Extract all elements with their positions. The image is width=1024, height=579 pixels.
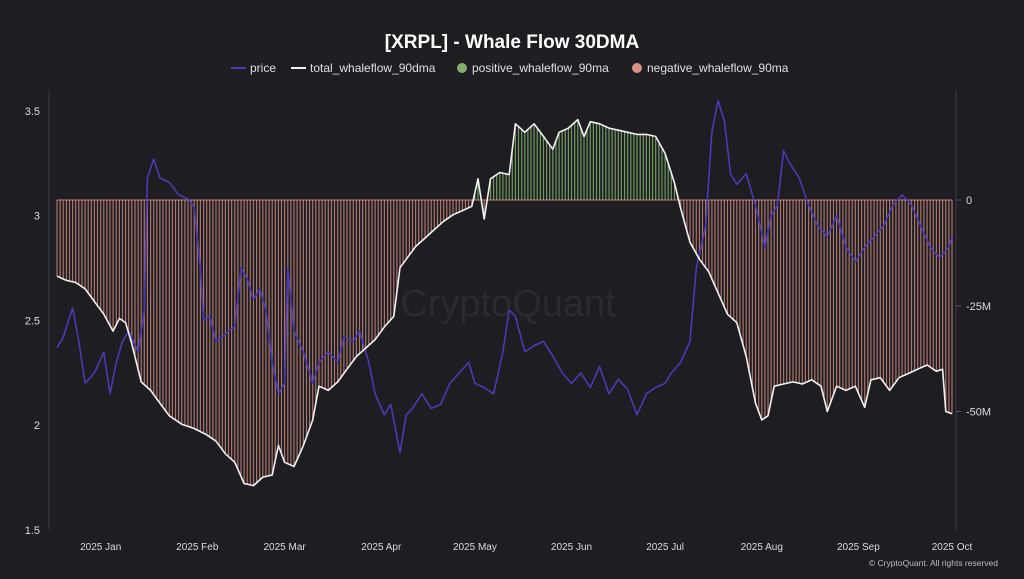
left-y-axis: 3.5 3 2.5 2 1.5 xyxy=(25,106,40,537)
x-tick-label: 2025 Jan xyxy=(80,542,121,553)
whaleflow-bars xyxy=(56,119,953,486)
legend-negative-swatch xyxy=(632,63,642,73)
x-tick-label: 2025 Aug xyxy=(741,542,783,553)
legend-price-label[interactable]: price xyxy=(250,61,276,75)
left-tick-label: 2.5 xyxy=(25,316,40,328)
left-tick-label: 3.5 xyxy=(25,106,40,118)
legend: price total_whaleflow_90dma positive_wha… xyxy=(231,61,789,75)
right-tick-label: 0 xyxy=(966,195,972,207)
left-tick-label: 3 xyxy=(34,211,40,223)
series-lines xyxy=(56,99,953,487)
x-axis: 2025 Jan 2025 Feb 2025 Mar 2025 Apr 2025 May… xyxy=(80,542,972,553)
x-tick-label: 2025 May xyxy=(453,542,497,553)
legend-positive-label[interactable]: positive_whaleflow_90ma xyxy=(472,61,609,75)
legend-negative-label[interactable]: negative_whaleflow_90ma xyxy=(647,61,789,75)
left-tick-label: 1.5 xyxy=(25,525,40,537)
price-line xyxy=(56,99,953,454)
left-tick-label: 2 xyxy=(34,420,40,432)
chart-title: [XRPL] - Whale Flow 30DMA xyxy=(385,32,640,53)
x-tick-label: 2025 Sep xyxy=(837,542,880,553)
x-tick-label: 2025 Mar xyxy=(263,542,306,553)
right-y-axis: 0 -25M -50M xyxy=(956,195,991,419)
x-tick-label: 2025 Jun xyxy=(551,542,592,553)
x-tick-label: 2025 Oct xyxy=(932,542,973,553)
right-tick-label: -25M xyxy=(966,301,991,313)
x-tick-label: 2025 Apr xyxy=(361,542,402,553)
legend-total-label[interactable]: total_whaleflow_90dma xyxy=(310,61,436,75)
plot-axes xyxy=(48,90,957,530)
x-tick-label: 2025 Jul xyxy=(646,542,684,553)
legend-positive-swatch xyxy=(457,63,467,73)
right-tick-label: -50M xyxy=(966,407,991,419)
copyright-footer: © CryptoQuant. All rights reserved xyxy=(869,558,998,568)
total-whaleflow-line xyxy=(56,118,953,487)
x-tick-label: 2025 Feb xyxy=(176,542,219,553)
